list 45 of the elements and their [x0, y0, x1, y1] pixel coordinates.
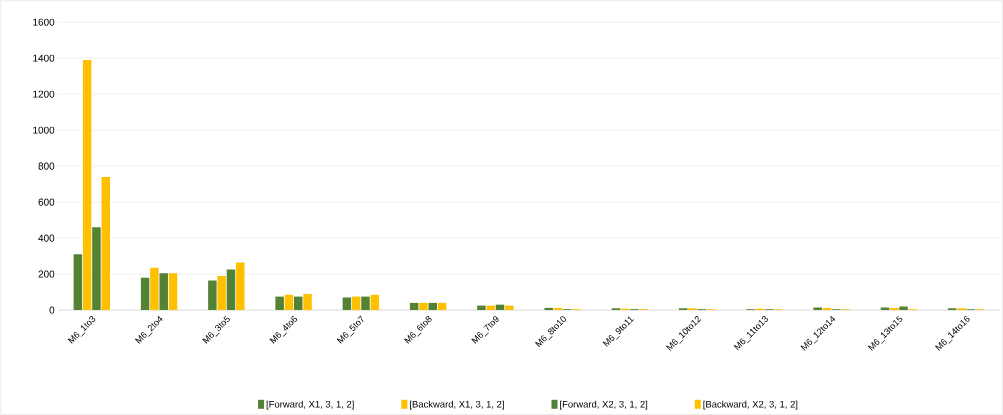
bar: [101, 176, 110, 310]
y-tick-label: 1200: [33, 90, 55, 98]
bar: [293, 296, 303, 310]
bar: [303, 293, 312, 310]
bar: [236, 262, 245, 310]
bar: [361, 296, 370, 310]
y-tick-label: 0: [49, 306, 55, 314]
bar: [159, 273, 168, 310]
bar: [890, 307, 899, 310]
bar: [168, 273, 178, 310]
bar: [73, 254, 83, 310]
bar: [275, 296, 284, 310]
bar: [351, 296, 361, 310]
legend-label: [Backward, X1, 3, 1, 2]: [410, 400, 504, 410]
bar: [409, 302, 419, 310]
bar: [226, 269, 236, 310]
bar: [342, 297, 352, 310]
bar: [428, 302, 437, 310]
bar: [544, 307, 553, 310]
legend-label: [Backward, X2, 3, 1, 2]: [703, 400, 798, 410]
bar: [505, 305, 514, 310]
y-tick-label: 400: [38, 234, 55, 242]
bar: [150, 267, 159, 310]
y-tick-label: 1400: [33, 54, 55, 62]
bar: [284, 294, 294, 310]
bar: [419, 302, 428, 310]
bar: [217, 275, 226, 310]
bar: [208, 280, 217, 310]
y-tick-label: 800: [38, 162, 55, 170]
y-tick-label: 600: [38, 198, 55, 206]
bar: [477, 305, 486, 310]
y-tick-label: 1600: [33, 18, 55, 26]
bar: [82, 59, 92, 310]
y-tick-label: 1000: [33, 126, 55, 134]
bar: [486, 305, 495, 310]
bar: [899, 306, 908, 310]
bar: [140, 277, 150, 310]
bar: [370, 294, 380, 310]
bar: [92, 227, 101, 310]
legend-label: [Forward, X1, 3, 1, 2]: [266, 400, 354, 410]
y-tick-label: 200: [38, 270, 55, 278]
bar: [437, 302, 447, 310]
bar: [813, 307, 822, 310]
bar: [880, 307, 890, 310]
legend-label: [Forward, X2, 3, 1, 2]: [560, 400, 648, 410]
